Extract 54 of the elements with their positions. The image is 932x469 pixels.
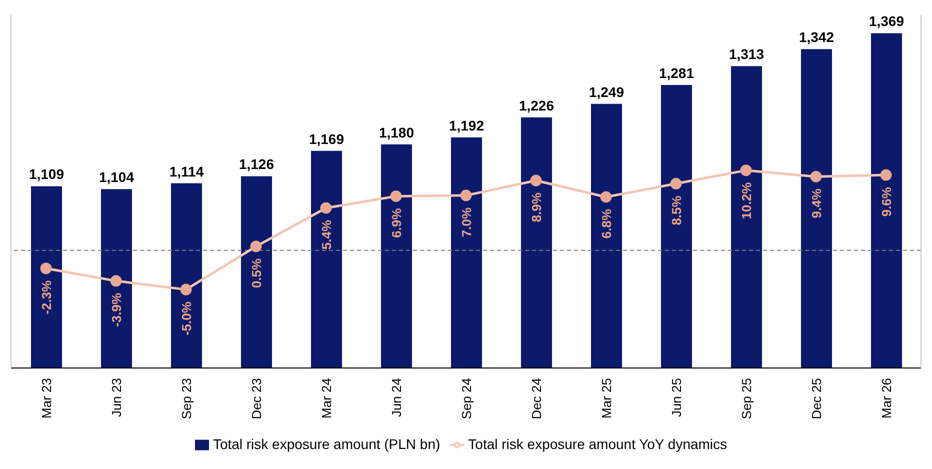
data-label: 6.8% [599, 208, 614, 239]
x-tick-label: Mar 26 [879, 378, 894, 418]
x-tick-label: Mar 25 [599, 378, 614, 418]
data-label: 1,313 [728, 46, 764, 62]
data-label: 1,281 [658, 65, 694, 82]
point [600, 191, 612, 203]
data-label: 1,192 [448, 117, 484, 134]
x-tick-label: Sep 23 [179, 378, 194, 420]
x-tick-label: Mar 23 [39, 378, 54, 418]
data-label: 1,226 [518, 97, 554, 114]
x-tick-label: Sep 24 [459, 378, 474, 420]
data-label: 1,342 [798, 29, 834, 46]
legend-label: Total risk exposure amount YoY dynamics [468, 436, 728, 452]
point [110, 275, 122, 287]
data-label: 1,249 [588, 84, 624, 100]
data-label: 6.9% [389, 208, 404, 238]
point [530, 174, 542, 186]
data-label: 8.9% [529, 192, 544, 222]
point [250, 240, 262, 252]
data-label: 1,104 [98, 169, 134, 186]
point [880, 169, 892, 181]
data-label: 1,114 [169, 163, 204, 180]
point [180, 284, 192, 296]
x-tick-label: Jun 23 [109, 378, 124, 418]
data-label: 1,109 [28, 166, 64, 182]
data-label: -3.9% [109, 292, 124, 327]
x-tick-label: Mar 24 [319, 378, 334, 418]
data-label: 1,369 [868, 13, 904, 30]
legend-label: Total risk exposure amount (PLN bn) [212, 436, 440, 452]
data-label: 1,169 [308, 130, 344, 147]
point [40, 262, 52, 274]
data-label: 9.6% [879, 186, 894, 217]
x-tick-label: Jun 24 [389, 378, 404, 418]
data-label: 5.4% [319, 220, 334, 250]
x-tick-label: Jun 25 [669, 378, 684, 418]
point [740, 164, 752, 176]
point [390, 190, 402, 202]
data-label: 1,180 [378, 124, 414, 140]
data-label: -5.0% [179, 301, 194, 336]
point [460, 190, 472, 202]
data-label: 9.4% [809, 188, 824, 218]
x-tick-label: Dec 23 [249, 378, 264, 420]
point [320, 202, 332, 214]
x-tick-label: Sep 25 [739, 378, 754, 420]
data-label: 10.2% [739, 182, 754, 220]
x-tick-label: Dec 25 [809, 378, 824, 420]
x-tick-label: Dec 24 [529, 378, 544, 420]
point [810, 170, 822, 182]
data-label: 1,126 [238, 156, 274, 172]
data-label: 8.5% [669, 195, 684, 226]
data-label: 0.5% [249, 258, 264, 288]
data-label: -2.3% [39, 280, 54, 314]
data-label: 7.0% [459, 206, 474, 238]
point [670, 178, 682, 190]
